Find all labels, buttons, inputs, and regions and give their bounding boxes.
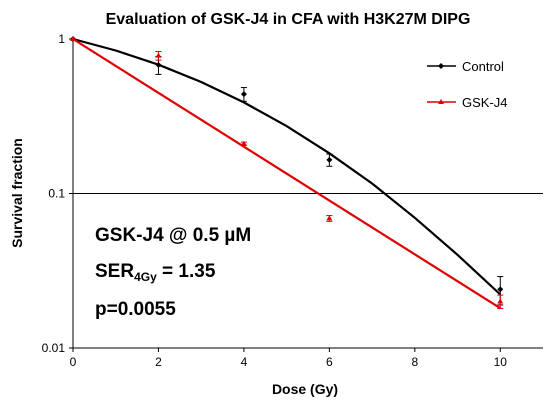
y-axis-label: Survival fraction: [9, 138, 25, 248]
legend: Control GSK-J4: [427, 59, 508, 110]
annotation-concentration: GSK-J4 @ 0.5 µM: [95, 225, 251, 246]
annotation-p-value: p=0.0055: [95, 299, 176, 320]
data-point: [240, 140, 247, 146]
annotation-ser-main: SER: [95, 261, 134, 282]
x-tick-label: 0: [70, 355, 77, 369]
series-line-gskj4: [72, 38, 501, 310]
data-point: [155, 52, 162, 58]
legend-marker-gskj4: [438, 99, 444, 104]
legend-label-gskj4: GSK-J4: [462, 95, 508, 110]
x-tick-label: 10: [494, 355, 508, 369]
y-tick-label: 0.01: [42, 341, 66, 355]
x-tick-label: 6: [326, 355, 333, 369]
x-tick-label: 8: [411, 355, 418, 369]
legend-marker-control: [438, 63, 444, 69]
y-tick-label: 0.1: [48, 187, 65, 201]
data-point: [240, 91, 247, 98]
y-tick-label: 1: [58, 32, 65, 46]
data-point: [70, 36, 76, 41]
chart-title: Evaluation of GSK-J4 in CFA with H3K27M …: [106, 11, 471, 28]
data-point: [326, 156, 333, 163]
annotation-ser: SER4Gy = 1.35: [95, 261, 216, 284]
plot-area: 0 2 4 6 8 10 1 0.1 0.01: [42, 32, 543, 369]
series-line-control: [72, 37, 502, 296]
series-gskj4: [70, 36, 504, 310]
data-point: [155, 61, 162, 68]
series-layer: [70, 36, 504, 310]
annotation-ser-sub: 4Gy: [134, 270, 157, 284]
data-point: [497, 298, 504, 304]
x-tick-label: 2: [155, 355, 162, 369]
x-tick-label: 4: [241, 355, 248, 369]
series-control: [70, 36, 504, 306]
x-axis-label: Dose (Gy): [272, 381, 338, 397]
data-point: [497, 286, 504, 293]
data-point: [326, 215, 333, 221]
annotation-ser-value: = 1.35: [157, 261, 216, 282]
legend-label-control: Control: [462, 59, 504, 74]
x-ticks: 0 2 4 6 8 10: [70, 348, 508, 369]
y-ticks: 1 0.1 0.01: [42, 32, 73, 355]
annotations: GSK-J4 @ 0.5 µM SER4Gy = 1.35 p=0.0055: [95, 225, 251, 320]
